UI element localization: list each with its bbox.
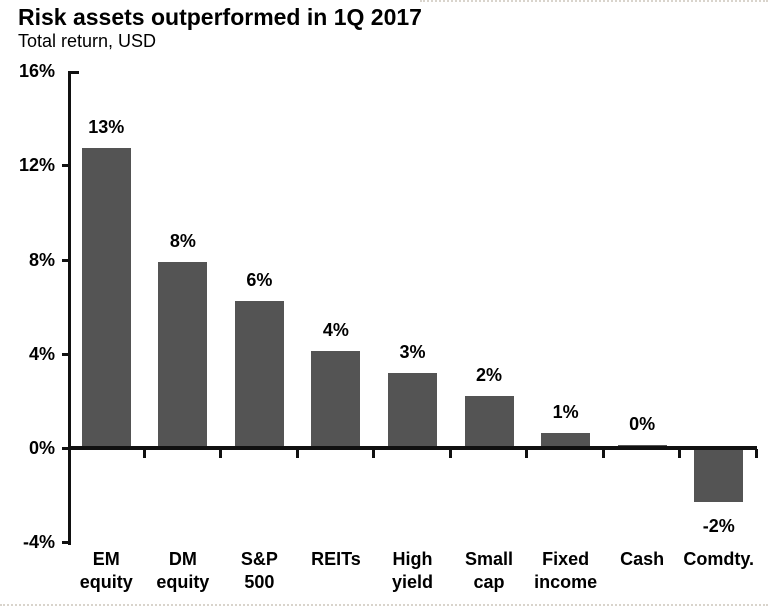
x-axis-tick	[755, 449, 758, 458]
y-axis-tick	[62, 164, 68, 168]
scan-artifact-line-bottom	[0, 604, 768, 606]
bar-value-label: 13%	[88, 116, 125, 137]
x-axis-category-label-line: yield	[391, 572, 434, 592]
x-axis-category-label: EM equity	[59, 548, 153, 594]
y-axis-tick-label: 4%	[28, 343, 55, 364]
bar	[694, 448, 744, 503]
x-axis-tick	[525, 449, 529, 458]
x-axis-category-label: DM equity	[136, 548, 230, 594]
x-axis-category-label: S&P 500	[212, 548, 306, 594]
y-axis-line	[68, 71, 71, 545]
x-axis-category-label: Fixed income	[519, 548, 613, 594]
x-axis-tick	[678, 449, 682, 458]
x-axis-tick	[448, 449, 452, 458]
x-axis-category-label-line: Cash	[620, 549, 665, 569]
x-axis-category-label-line: income	[534, 572, 598, 592]
x-axis-category-label-line: equity	[79, 572, 133, 592]
y-axis-tick-label: -4%	[22, 532, 55, 553]
chart-title: Risk assets outperformed in 1Q 2017	[18, 4, 422, 30]
y-axis-tick	[62, 541, 68, 545]
y-axis-tick	[71, 71, 79, 74]
bar	[541, 432, 591, 448]
chart-subtitle: Total return, USD	[18, 31, 157, 51]
y-axis-tick-label: 16%	[18, 61, 55, 81]
bar-value-label: 0%	[629, 414, 656, 435]
x-axis-category-label: Small cap	[442, 548, 536, 594]
zero-baseline	[68, 446, 757, 450]
bar	[234, 300, 284, 448]
x-axis-category-label-line: Fixed	[542, 549, 590, 569]
bar	[81, 147, 131, 448]
x-axis-category-label: Comdty.	[672, 548, 766, 571]
bar-value-label: 6%	[246, 269, 273, 290]
y-axis-tick	[62, 352, 68, 356]
y-axis-tick-label: 0%	[28, 438, 55, 458]
y-axis-tick	[62, 258, 68, 262]
bar	[464, 396, 514, 448]
bar	[311, 351, 361, 448]
scan-artifact-line-top	[420, 0, 768, 2]
x-axis-category-label: REITs	[289, 548, 383, 571]
bar-value-label: 2%	[476, 365, 503, 386]
bar-value-label: 8%	[169, 230, 196, 251]
y-axis-tick-label: 12%	[18, 155, 55, 176]
bar-value-label: -2%	[702, 516, 735, 537]
bar-value-label: 4%	[322, 320, 349, 341]
x-axis-category-label-line: equity	[156, 572, 210, 592]
x-axis-tick	[142, 449, 146, 458]
x-axis-category-label-line: EM	[92, 549, 120, 569]
x-axis-category-label-line: 500	[244, 572, 275, 592]
bar	[158, 261, 208, 448]
x-axis-category-label-line: S&P	[240, 549, 278, 569]
bar	[388, 372, 437, 448]
x-axis-category-label-line: REITs	[311, 549, 361, 569]
x-axis-tick	[372, 449, 376, 458]
y-axis-tick-label: 8%	[28, 249, 55, 270]
x-axis-category-label-line: Comdty.	[683, 549, 755, 569]
x-axis-category-label: Cash	[595, 548, 689, 571]
x-axis-category-label-line: DM	[168, 549, 197, 569]
bar-value-label: 3%	[399, 341, 426, 362]
x-axis-tick	[601, 449, 605, 458]
x-axis-tick	[295, 449, 299, 458]
bar-value-label: 1%	[552, 401, 579, 422]
x-axis-category-label-line: cap	[473, 572, 505, 592]
y-axis-tick	[62, 447, 68, 450]
x-axis-category-label-line: Small	[465, 549, 514, 569]
x-axis-tick	[219, 449, 223, 458]
x-axis-category-label-line: High	[392, 549, 433, 569]
x-axis-category-label: High yield	[366, 548, 460, 594]
